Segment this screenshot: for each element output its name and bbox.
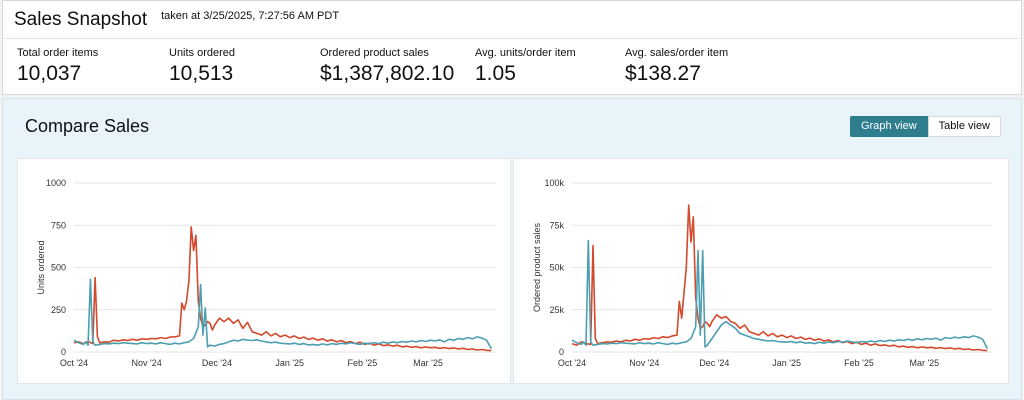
metric-value: 1.05 [475,62,516,85]
series-line-orange[interactable] [571,204,988,352]
metric-value: 10,513 [169,62,234,85]
x-tick-label: Jan '25 [772,358,801,368]
x-tick-label: Oct '24 [558,358,586,368]
y-tick-label: 1000 [46,178,66,188]
x-tick-label: Dec '24 [699,358,729,368]
y-tick-label: 100k [544,178,564,188]
y-tick-label: 50k [549,263,564,273]
x-tick-label: Jan '25 [275,358,304,368]
snapshot-header: Sales Snapshot taken at 3/25/2025, 7:27:… [2,0,1022,38]
snapshot-timestamp: taken at 3/25/2025, 7:27:56 AM PDT [161,9,340,22]
y-tick-label: 500 [51,263,66,273]
metric-ordered-product-sales: Ordered product sales $1,387,802.10 [320,47,454,86]
y-tick-label: 750 [51,220,66,230]
metric-avg-sales-per-order-item: Avg. sales/order item $138.27 [625,47,728,86]
y-tick-label: 75k [549,220,564,230]
y-axis-title: Units ordered [36,240,46,294]
x-tick-label: Nov '24 [132,358,162,368]
metrics-row: Total order items 10,037 Units ordered 1… [2,38,1022,95]
view-toggle: Graph view Table view [850,116,1001,137]
metric-label: Units ordered [169,47,236,59]
y-tick-label: 0 [61,347,66,357]
metric-label: Total order items [17,47,99,59]
metric-label: Avg. sales/order item [625,47,729,59]
metric-value: $1,387,802.10 [320,62,455,85]
x-tick-label: Oct '24 [60,358,88,368]
metric-units-ordered: Units ordered 10,513 [169,47,235,86]
x-tick-label: Feb '25 [347,358,377,368]
x-tick-label: Dec '24 [202,358,232,368]
y-tick-label: 25k [549,305,564,315]
metric-avg-units-per-order-item: Avg. units/order item 1.05 [475,47,576,86]
x-tick-label: Feb '25 [844,358,874,368]
table-view-button[interactable]: Table view [927,116,1001,137]
units-ordered-chart: 0 250 500 750 1000 Oct '24 Nov '24 Dec '24 Jan '… [36,178,496,368]
units-ordered-chart-card: 0 250 500 750 1000 Oct '24 Nov '24 Dec '24 Jan '… [17,158,511,384]
x-tick-label: Nov '24 [629,358,659,368]
x-tick-label: Mar '25 [413,358,443,368]
y-axis-title: Ordered product sales [532,222,542,312]
x-tick-label: Mar '25 [909,358,939,368]
graph-view-button[interactable]: Graph view [850,116,928,137]
compare-sales-title: Compare Sales [25,116,150,136]
metric-total-order-items: Total order items 10,037 [17,47,98,86]
product-sales-chart: 0 25k 50k 75k 100k Oct '24 Nov '24 Dec '24 Jan '… [532,178,992,368]
y-tick-label: 0 [559,347,564,357]
snapshot-title: Sales Snapshot [14,8,148,30]
metric-label: Avg. units/order item [475,47,576,59]
metric-label: Ordered product sales [320,47,429,59]
series-line-orange[interactable] [73,226,492,352]
compare-sales-panel: Compare Sales Graph view Table view 0 250… [2,98,1022,400]
product-sales-chart-card: 0 25k 50k 75k 100k Oct '24 Nov '24 Dec '24 Jan '… [513,158,1009,384]
series-line-teal[interactable] [571,239,989,349]
metric-value: 10,037 [17,62,82,85]
metric-value: $138.27 [625,62,701,85]
series-line-teal[interactable] [73,278,492,349]
y-tick-label: 250 [51,305,66,315]
